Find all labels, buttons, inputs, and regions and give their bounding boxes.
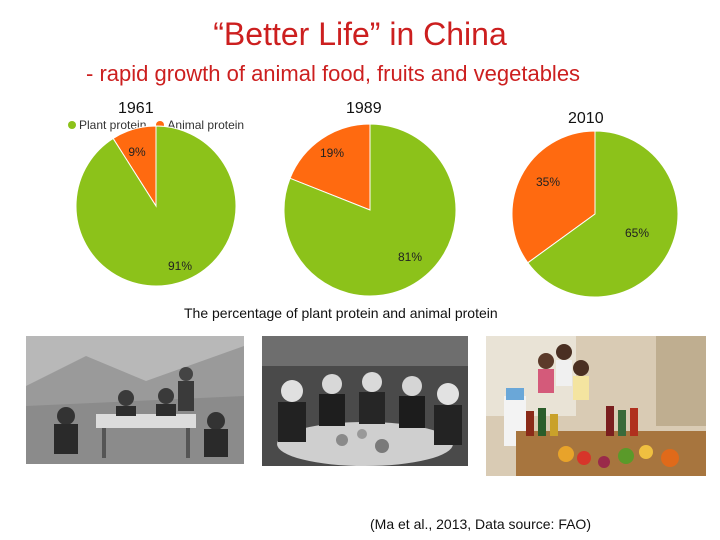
photo-1961-image [26,336,244,464]
photo-1961-family-meal [26,336,244,464]
year-label-1961: 1961 [118,100,154,117]
photo-1989-family-meal [262,336,468,466]
chart-caption: The percentage of plant protein and anim… [184,305,498,321]
pie-1961-label-plant: 91% [168,259,192,273]
pie-2010-label-plant: 65% [625,226,649,240]
slide-subtitle: - rapid growth of animal food, fruits an… [86,61,581,86]
year-label-1989: 1989 [346,100,382,117]
legend-swatch-plant [68,121,76,129]
pie-2010-slice-plant [527,130,679,298]
slide-title: “Better Life” in China [213,16,507,52]
pie-1961-slice-plant [75,125,237,287]
pie-1989-slice-animal [289,123,371,211]
pie-charts: 91% 9% 81% 19% 65% 35% [75,123,679,298]
photo-1989-image [262,336,468,466]
photo-2010-family-food [486,336,706,476]
photo-2010-image [486,336,706,476]
legend-item-animal: Animal protein [156,118,244,132]
legend-label-animal: Animal protein [167,118,245,132]
pie-1989-slice-plant [283,123,457,297]
citation: (Ma et al., 2013, Data source: FAO) [370,516,591,532]
legend-swatch-animal [156,121,165,129]
legend-label-plant: Plant protein [79,118,147,132]
legend-item-plant: Plant protein [68,118,146,132]
pie-1961-label-animal: 9% [128,145,146,159]
chart-legend: Plant protein Animal protein [68,118,250,132]
pie-2010-slice-animal [511,130,596,264]
pie-2010-label-animal: 35% [536,175,560,189]
year-label-2010: 2010 [568,110,604,127]
pie-1989-label-animal: 19% [320,146,344,160]
pie-1989-label-plant: 81% [398,250,422,264]
